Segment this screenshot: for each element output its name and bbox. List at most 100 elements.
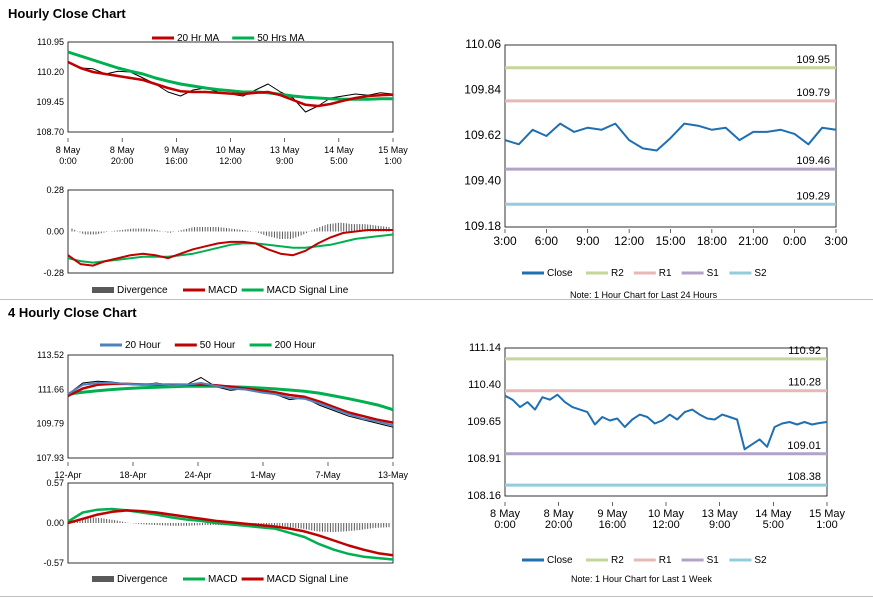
c3-ytick: 109.18 [464, 219, 501, 233]
c4-ma20-line [67, 382, 394, 427]
c6-legend-label: S2 [754, 555, 767, 566]
c3-legend-label: S2 [754, 268, 767, 279]
c3-xtick-label: 15:00 [655, 234, 685, 248]
c4-legend-label: 50 Hour [200, 340, 236, 351]
c3-level-label: 109.95 [796, 54, 830, 66]
c6-ytick: 109.65 [467, 416, 501, 428]
c3-xtick-label: 3:00 [824, 234, 848, 248]
c3-ytick: 109.84 [464, 83, 501, 97]
c3-ytick: 109.40 [464, 174, 501, 188]
c3-xtick-label: 18:00 [697, 234, 727, 248]
c3-frame [504, 44, 837, 228]
hourly-section-title: Hourly Close Chart [8, 6, 126, 21]
c3-ytick: 110.06 [465, 37, 501, 51]
weekly-chart-note: Note: 1 Hour Chart for Last 1 Week [571, 574, 712, 584]
c6-xtick-label: 20:00 [545, 519, 573, 531]
c2-macd-line [67, 229, 393, 267]
c3-legend-label: Close [547, 268, 573, 279]
c6-xtick-label: 8 May [490, 508, 520, 520]
c2-signal-line [67, 233, 394, 264]
c4-legend-label: 20 Hour [125, 340, 161, 351]
c3-level-label: 109.46 [796, 155, 830, 167]
c6-level-label: 110.28 [788, 377, 821, 389]
c1-xtick-label: 9:00 [276, 156, 294, 166]
c1-xtick-label: 15 May [378, 145, 408, 155]
c6-ytick: 108.16 [467, 490, 501, 502]
c6-ytick: 111.14 [469, 342, 501, 354]
c1-xtick-label: 16:00 [165, 156, 188, 166]
c6-frame [504, 347, 828, 497]
section-separator [0, 299, 873, 300]
c1-xtick-label: 1:00 [384, 156, 402, 166]
c1-ytick: 110.95 [37, 37, 64, 47]
c4-ytick: 111.66 [38, 384, 64, 394]
c4-frame [67, 354, 394, 459]
c2-ytick: -0.28 [43, 268, 64, 278]
c2-legend-label: Divergence [117, 285, 168, 296]
c1-xtick-label: 9 May [164, 145, 189, 155]
c6-xtick-label: 16:00 [599, 519, 627, 531]
c1-legend-label: 20 Hr MA [177, 33, 220, 44]
c1-xtick-label: 5:00 [330, 156, 348, 166]
c6-level-label: 110.92 [788, 345, 821, 357]
c4-xtick-label: 7-May [315, 470, 341, 480]
c3-level-label: 109.79 [796, 87, 830, 99]
c5-ytick: -0.57 [43, 558, 64, 568]
c6-xtick-label: 8 May [544, 508, 574, 520]
c4-xtick-label: 1-May [250, 470, 276, 480]
c6-xtick-label: 0:00 [494, 519, 515, 531]
c3-xtick-label: 9:00 [576, 234, 600, 248]
c3-legend-label: S1 [707, 268, 720, 279]
c6-level-label: 109.01 [787, 440, 821, 452]
c2-ytick: 0.28 [46, 185, 64, 195]
c5-ytick: 0.57 [46, 478, 64, 488]
c1-xtick-label: 13 May [270, 145, 300, 155]
c6-ytick: 110.40 [468, 379, 501, 391]
c1-ytick: 110.20 [37, 67, 64, 77]
bottom-separator [0, 596, 873, 597]
c3-close-line [504, 122, 837, 152]
c1-xtick-label: 14 May [324, 145, 354, 155]
c1-xtick-label: 10 May [216, 145, 246, 155]
c6-xtick-label: 14 May [755, 508, 792, 520]
c1-ytick: 109.45 [36, 97, 64, 107]
c4-xtick-label: 24-Apr [184, 470, 211, 480]
c3-xtick-label: 3:00 [493, 234, 517, 248]
hourly-chart-note: Note: 1 Hour Chart for Last 24 Hours [570, 290, 718, 300]
c4-legend-label: 200 Hour [275, 340, 317, 351]
c2-legend-swatch [92, 287, 114, 293]
c4-xtick-label: 13-May [378, 470, 409, 480]
c4-ytick: 113.52 [37, 350, 64, 360]
c1-ytick: 108.70 [36, 127, 64, 137]
c6-legend-label: Close [547, 555, 573, 566]
c2-ytick: 0.00 [46, 227, 64, 237]
c1-ma20-line [67, 60, 394, 108]
c1-ma50-line [67, 50, 393, 101]
c5-legend-label: MACD Signal Line [267, 574, 349, 585]
c6-legend-label: R2 [611, 555, 624, 566]
c6-xtick-label: 12:00 [652, 519, 680, 531]
c6-legend-label: S1 [707, 555, 720, 566]
c6-xtick-label: 13 May [702, 508, 739, 520]
c4-ytick: 109.79 [36, 419, 64, 429]
c1-xtick-label: 12:00 [219, 156, 242, 166]
c1-frame [67, 41, 394, 133]
c1-xtick-label: 20:00 [111, 156, 134, 166]
c3-xtick-label: 6:00 [535, 234, 559, 248]
c3-ytick: 109.62 [464, 128, 501, 142]
c6-xtick-label: 5:00 [763, 519, 784, 531]
c5-signal-line [67, 509, 394, 557]
c3-xtick-label: 21:00 [738, 234, 768, 248]
c3-level-label: 109.29 [796, 190, 830, 202]
c1-xtick-label: 0:00 [59, 156, 77, 166]
c6-ytick: 108.91 [467, 453, 501, 465]
c3-xtick-label: 0:00 [783, 234, 807, 248]
c1-xtick-label: 8 May [56, 145, 81, 155]
c5-ytick: 0.00 [46, 518, 64, 528]
c5-legend-label: Divergence [117, 574, 168, 585]
